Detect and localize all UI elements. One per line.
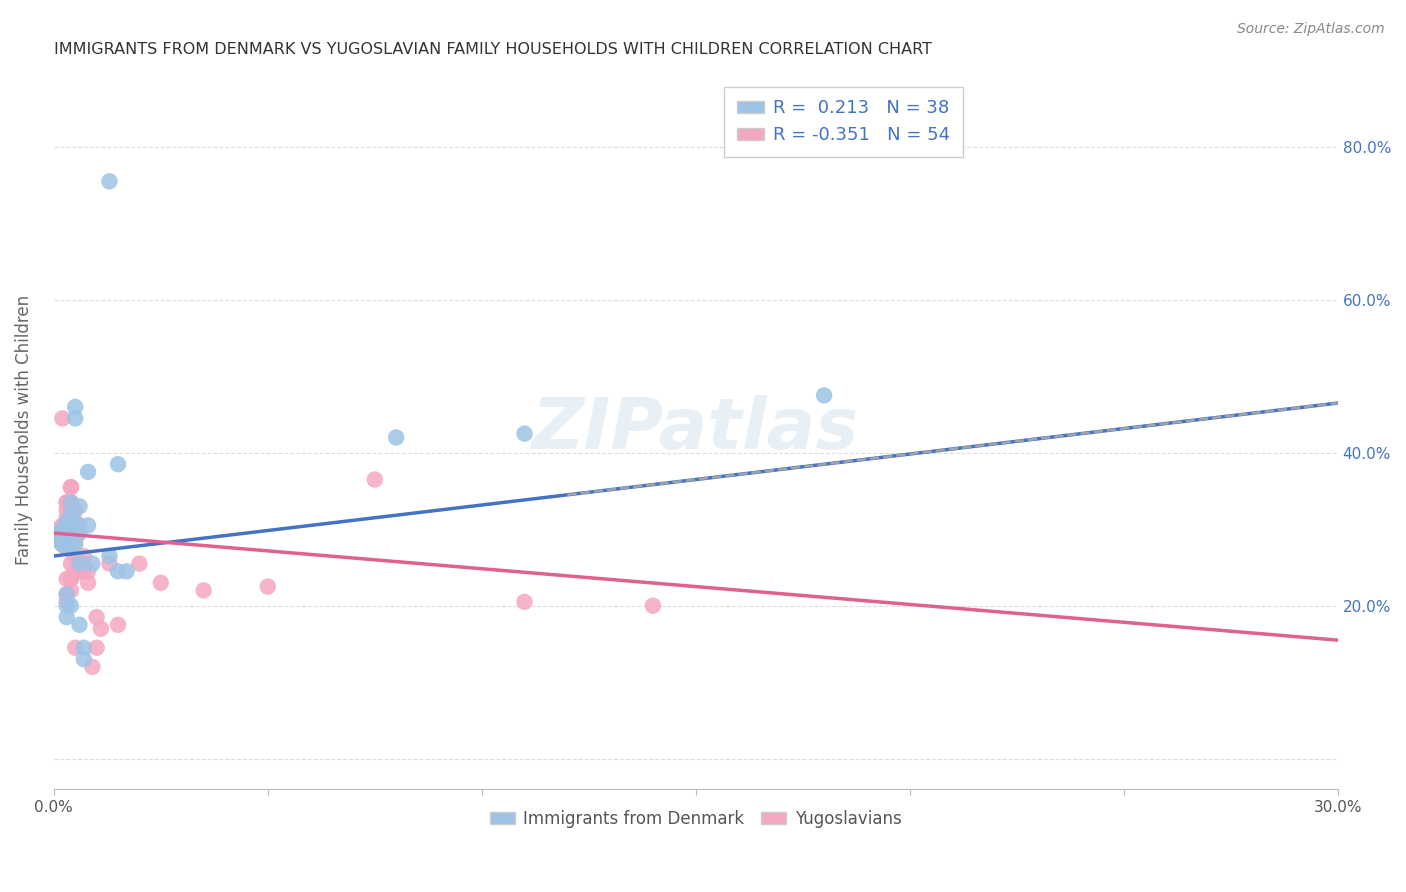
Point xyxy=(59,572,82,586)
Point xyxy=(59,480,82,494)
Point xyxy=(364,473,387,487)
Point xyxy=(59,495,82,509)
Point xyxy=(65,503,87,517)
Point xyxy=(513,426,536,441)
Point xyxy=(193,583,215,598)
Point xyxy=(385,430,408,444)
Point xyxy=(98,549,121,563)
Point xyxy=(69,526,91,541)
Point xyxy=(59,495,82,509)
Point xyxy=(51,411,73,425)
Point xyxy=(55,587,77,601)
Point xyxy=(59,495,82,509)
Point xyxy=(55,495,77,509)
Point xyxy=(65,515,87,529)
Point xyxy=(65,549,87,563)
Point xyxy=(73,652,96,666)
Point xyxy=(128,557,150,571)
Point xyxy=(77,465,100,479)
Point xyxy=(55,526,77,541)
Point xyxy=(46,526,69,541)
Point xyxy=(65,537,87,551)
Point xyxy=(51,537,73,551)
Point xyxy=(90,622,112,636)
Point xyxy=(55,526,77,541)
Point xyxy=(73,564,96,578)
Point xyxy=(59,510,82,524)
Point xyxy=(65,564,87,578)
Point xyxy=(73,557,96,571)
Point xyxy=(69,617,91,632)
Point xyxy=(55,537,77,551)
Point xyxy=(115,564,138,578)
Point xyxy=(59,557,82,571)
Point xyxy=(59,480,82,494)
Point xyxy=(98,557,121,571)
Point xyxy=(69,557,91,571)
Point xyxy=(55,572,77,586)
Point xyxy=(107,617,129,632)
Point xyxy=(55,595,77,609)
Point xyxy=(51,518,73,533)
Point xyxy=(55,610,77,624)
Point xyxy=(46,533,69,548)
Point xyxy=(59,541,82,556)
Point xyxy=(59,526,82,541)
Point xyxy=(55,495,77,509)
Point xyxy=(86,640,108,655)
Point xyxy=(77,518,100,533)
Point xyxy=(77,564,100,578)
Point xyxy=(55,515,77,529)
Point xyxy=(73,549,96,563)
Point xyxy=(107,457,129,471)
Point xyxy=(65,640,87,655)
Point xyxy=(77,575,100,590)
Point xyxy=(69,564,91,578)
Point xyxy=(149,575,172,590)
Point xyxy=(86,610,108,624)
Point xyxy=(59,599,82,613)
Point xyxy=(69,557,91,571)
Point xyxy=(69,564,91,578)
Legend: Immigrants from Denmark, Yugoslavians: Immigrants from Denmark, Yugoslavians xyxy=(484,804,908,835)
Point xyxy=(55,503,77,517)
Y-axis label: Family Households with Children: Family Households with Children xyxy=(15,294,32,565)
Point xyxy=(73,640,96,655)
Point xyxy=(59,507,82,521)
Point xyxy=(46,522,69,536)
Point xyxy=(65,411,87,425)
Point xyxy=(65,533,87,548)
Text: IMMIGRANTS FROM DENMARK VS YUGOSLAVIAN FAMILY HOUSEHOLDS WITH CHILDREN CORRELATI: IMMIGRANTS FROM DENMARK VS YUGOSLAVIAN F… xyxy=(53,42,932,57)
Point xyxy=(813,388,835,402)
Point xyxy=(69,557,91,571)
Point xyxy=(46,533,69,548)
Point xyxy=(55,510,77,524)
Point xyxy=(46,526,69,541)
Point xyxy=(107,564,129,578)
Point xyxy=(82,660,104,674)
Point xyxy=(82,557,104,571)
Point xyxy=(55,599,77,613)
Point xyxy=(59,518,82,533)
Point xyxy=(55,587,77,601)
Point xyxy=(513,595,536,609)
Point xyxy=(69,500,91,514)
Text: ZIPatlas: ZIPatlas xyxy=(531,395,859,465)
Point xyxy=(59,572,82,586)
Point xyxy=(65,400,87,414)
Point xyxy=(51,537,73,551)
Text: Source: ZipAtlas.com: Source: ZipAtlas.com xyxy=(1237,22,1385,37)
Point xyxy=(256,580,278,594)
Point xyxy=(55,541,77,556)
Point xyxy=(641,599,664,613)
Point xyxy=(51,533,73,548)
Point xyxy=(59,583,82,598)
Point xyxy=(69,518,91,533)
Point xyxy=(59,526,82,541)
Point xyxy=(55,526,77,541)
Point xyxy=(98,174,121,188)
Point xyxy=(51,522,73,536)
